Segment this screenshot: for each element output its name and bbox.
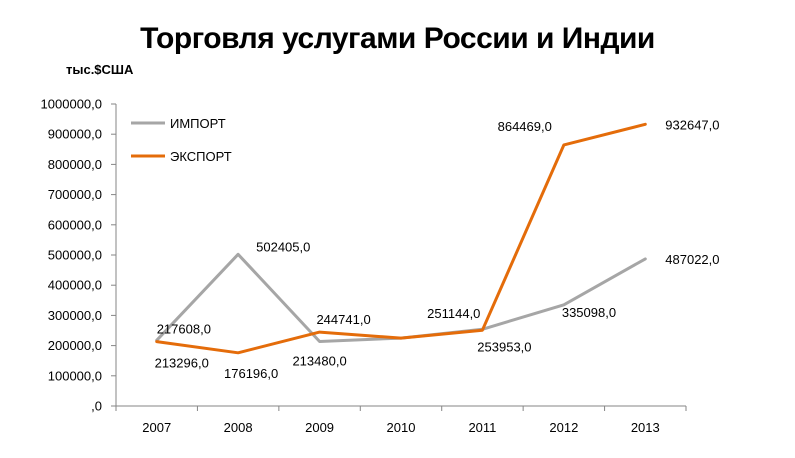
data-label-import: 487022,0 — [665, 252, 719, 267]
x-tick-label: 2007 — [142, 420, 171, 435]
series-line-import — [155, 252, 647, 343]
x-tick-label: 2012 — [549, 420, 578, 435]
y-tick-label: 900000,0 — [48, 127, 102, 142]
y-tick-label: 300000,0 — [48, 308, 102, 323]
data-label-export: 251144,0 — [427, 306, 480, 321]
x-tick-label: 2010 — [387, 420, 416, 435]
y-tick-label: 200000,0 — [48, 338, 102, 353]
data-label-export: 244741,0 — [316, 312, 370, 327]
x-tick-label: 2011 — [468, 420, 496, 435]
y-axis-unit-label: тыс.$США — [66, 62, 134, 77]
y-tick-label: 800000,0 — [48, 157, 102, 172]
data-label-export: 864469,0 — [498, 119, 552, 134]
y-tick-label: 400000,0 — [48, 278, 102, 293]
data-label-export: 213296,0 — [155, 356, 209, 371]
series-line-export — [155, 122, 647, 355]
y-tick-label: ,0 — [91, 399, 102, 414]
data-label-import: 217608,0 — [157, 321, 211, 336]
data-label-export: 932647,0 — [665, 117, 719, 132]
y-tick-label: 500000,0 — [48, 248, 102, 263]
y-tick-label: 700000,0 — [48, 187, 102, 202]
legend-label-import: ИМПОРТ — [170, 116, 226, 131]
x-tick-label: 2009 — [305, 420, 334, 435]
data-label-import: 335098,0 — [562, 305, 616, 320]
data-label-import: 213480,0 — [292, 354, 346, 369]
y-tick-label: 600000,0 — [48, 217, 102, 232]
x-tick-label: 2008 — [224, 420, 253, 435]
legend-label-export: ЭКСПОРТ — [170, 149, 232, 164]
data-label-import: 502405,0 — [256, 239, 310, 254]
data-label-export: 176196,0 — [224, 366, 278, 381]
data-label-import: 253953,0 — [477, 339, 531, 354]
x-tick-label: 2013 — [631, 420, 660, 435]
y-tick-label: 100000,0 — [48, 368, 102, 383]
y-tick-label: 1000000,0 — [41, 97, 102, 112]
chart-title: Торговля услугами России и Индии — [140, 22, 655, 55]
